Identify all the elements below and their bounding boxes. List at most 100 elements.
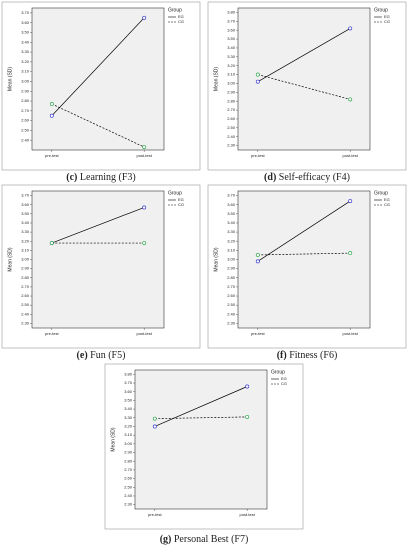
marker — [152, 424, 157, 429]
marker — [245, 414, 250, 419]
legend-title: Group — [374, 7, 388, 13]
marker — [348, 26, 353, 31]
caption-text: Fun (F5) — [90, 350, 125, 361]
marker — [348, 97, 353, 102]
caption: (f) Fitness (F6) — [277, 350, 338, 361]
x-tick-label: post-test — [137, 331, 153, 336]
y-tick-label: 2.80 — [227, 275, 236, 280]
marker — [142, 205, 147, 210]
y-tick-label: 2.90 — [21, 88, 30, 93]
y-tick-label: 3.10 — [227, 72, 236, 77]
y-tick-label: 3.10 — [124, 432, 133, 437]
caption-label: (c) — [66, 172, 77, 183]
y-tick-label: 3.60 — [21, 20, 30, 25]
y-tick-label: 2.60 — [21, 293, 30, 298]
legend-label: EG — [384, 14, 390, 19]
caption: (d) Self-efficacy (F4) — [264, 172, 350, 183]
y-tick-label: 2.70 — [227, 284, 236, 289]
y-tick-label: 2.40 — [227, 311, 236, 316]
y-tick-label: 2.30 — [227, 143, 236, 148]
caption-text: Personal Best (F7) — [174, 534, 248, 545]
marker — [152, 416, 157, 421]
y-tick-label: 3.00 — [124, 441, 133, 446]
x-tick-label: post-test — [343, 331, 359, 336]
series-line — [154, 416, 248, 419]
y-tick-label: 3.00 — [227, 257, 236, 262]
y-tick-label: 2.80 — [227, 98, 236, 103]
y-tick-label: 2.70 — [227, 107, 236, 112]
y-tick-label: 3.30 — [21, 229, 30, 234]
y-tick-label: 2.60 — [21, 118, 30, 123]
y-tick-label: 3.50 — [227, 211, 236, 216]
series-line — [257, 74, 351, 100]
marker — [255, 72, 260, 77]
y-tick-label: 3.00 — [21, 79, 30, 84]
y-tick-label: 3.40 — [21, 220, 30, 225]
series-line — [257, 252, 351, 256]
y-axis-label: Mean (SD) — [110, 427, 116, 452]
x-tick-label: post-test — [343, 153, 359, 158]
marker — [49, 102, 54, 106]
y-tick-label: 3.40 — [227, 45, 236, 50]
y-tick-label: 3.70 — [124, 380, 133, 385]
legend-title: Group — [168, 190, 182, 196]
marker — [348, 199, 353, 203]
y-tick-label: 2.40 — [124, 493, 133, 498]
y-tick-label: 3.10 — [21, 247, 30, 252]
y-tick-label: 2.60 — [124, 476, 133, 481]
y-tick-label: 2.40 — [21, 311, 30, 316]
y-axis-label: Mean (SD) — [213, 247, 219, 272]
legend-label: EG — [178, 197, 184, 202]
y-tick-label: 3.20 — [21, 238, 30, 243]
plot-area — [237, 7, 371, 151]
y-tick-label: 2.80 — [21, 275, 30, 280]
series-line — [51, 103, 145, 148]
caption-label: (f) — [277, 350, 287, 361]
y-tick-label: 2.40 — [21, 137, 30, 142]
caption-text: Learning (F3) — [80, 172, 136, 183]
x-tick-label: post-test — [240, 512, 256, 517]
legend-title: Group — [374, 190, 388, 196]
marker — [49, 241, 54, 246]
marker — [142, 241, 147, 246]
plot-area — [31, 190, 165, 329]
y-tick-label: 3.10 — [21, 69, 30, 74]
marker — [142, 15, 147, 20]
y-tick-label: 3.70 — [21, 193, 30, 198]
y-tick-label: 2.70 — [21, 108, 30, 113]
series-line — [257, 28, 351, 82]
x-tick-label: pre-test — [45, 331, 59, 336]
caption-label: (e) — [77, 350, 88, 361]
caption: (e) Fun (F5) — [77, 350, 126, 361]
y-tick-label: 2.30 — [21, 320, 30, 325]
series-line — [154, 386, 248, 427]
x-tick-label: pre-test — [148, 512, 162, 517]
y-tick-label: 3.60 — [227, 27, 236, 32]
y-tick-label: 3.20 — [124, 424, 133, 429]
y-axis-label: Mean (SD) — [7, 67, 13, 92]
y-tick-label: 3.40 — [124, 406, 133, 411]
y-tick-label: 2.70 — [21, 284, 30, 289]
y-tick-label: 2.50 — [227, 125, 236, 130]
x-tick-label: pre-test — [251, 153, 265, 158]
y-tick-label: 2.90 — [124, 450, 133, 455]
y-tick-label: 2.80 — [124, 458, 133, 463]
y-tick-label: 3.50 — [21, 211, 30, 216]
caption-text: Self-efficacy (F4) — [279, 172, 350, 183]
y-tick-label: 3.30 — [124, 415, 133, 420]
y-axis-label: Mean (SD) — [7, 247, 13, 272]
legend-title: Group — [168, 7, 182, 13]
marker — [255, 252, 260, 257]
y-tick-label: 2.30 — [124, 502, 133, 507]
y-tick-label: 2.40 — [227, 134, 236, 139]
y-tick-label: 2.60 — [227, 293, 236, 298]
caption-label: (d) — [264, 172, 276, 183]
x-tick-label: post-test — [137, 153, 153, 158]
series-line — [51, 207, 145, 244]
legend-title: Group — [271, 369, 285, 375]
y-tick-label: 3.70 — [227, 193, 236, 198]
caption: (c) Learning (F3) — [66, 172, 135, 183]
y-tick-label: 3.00 — [21, 257, 30, 262]
legend-label: EG — [384, 197, 390, 202]
marker — [142, 145, 147, 150]
